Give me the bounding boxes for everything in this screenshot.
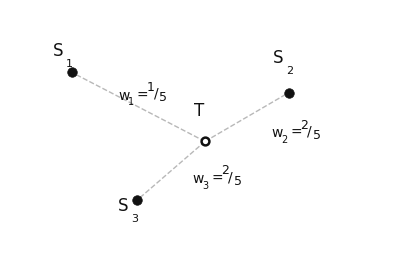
Text: 3: 3 [202, 181, 209, 191]
Text: =: = [211, 172, 223, 186]
Text: w: w [118, 89, 130, 103]
Text: 2: 2 [282, 135, 288, 145]
Text: =: = [290, 126, 302, 140]
Text: 5: 5 [312, 129, 320, 142]
Text: S: S [53, 42, 64, 60]
Text: w: w [272, 126, 283, 140]
Text: /: / [228, 170, 232, 184]
Text: 2: 2 [221, 164, 229, 177]
Text: 2: 2 [286, 67, 293, 76]
Text: 5: 5 [234, 175, 242, 188]
Text: T: T [194, 102, 204, 120]
Text: 1: 1 [147, 81, 154, 94]
Text: /: / [307, 124, 312, 138]
Text: 1: 1 [128, 97, 134, 107]
Text: 1: 1 [66, 59, 73, 69]
Text: =: = [137, 89, 148, 103]
Text: w: w [193, 172, 204, 186]
Text: 5: 5 [159, 91, 167, 104]
Text: 3: 3 [131, 214, 138, 224]
Text: 2: 2 [300, 119, 308, 132]
Text: S: S [273, 49, 284, 67]
Text: S: S [118, 197, 129, 215]
Text: /: / [154, 87, 158, 101]
